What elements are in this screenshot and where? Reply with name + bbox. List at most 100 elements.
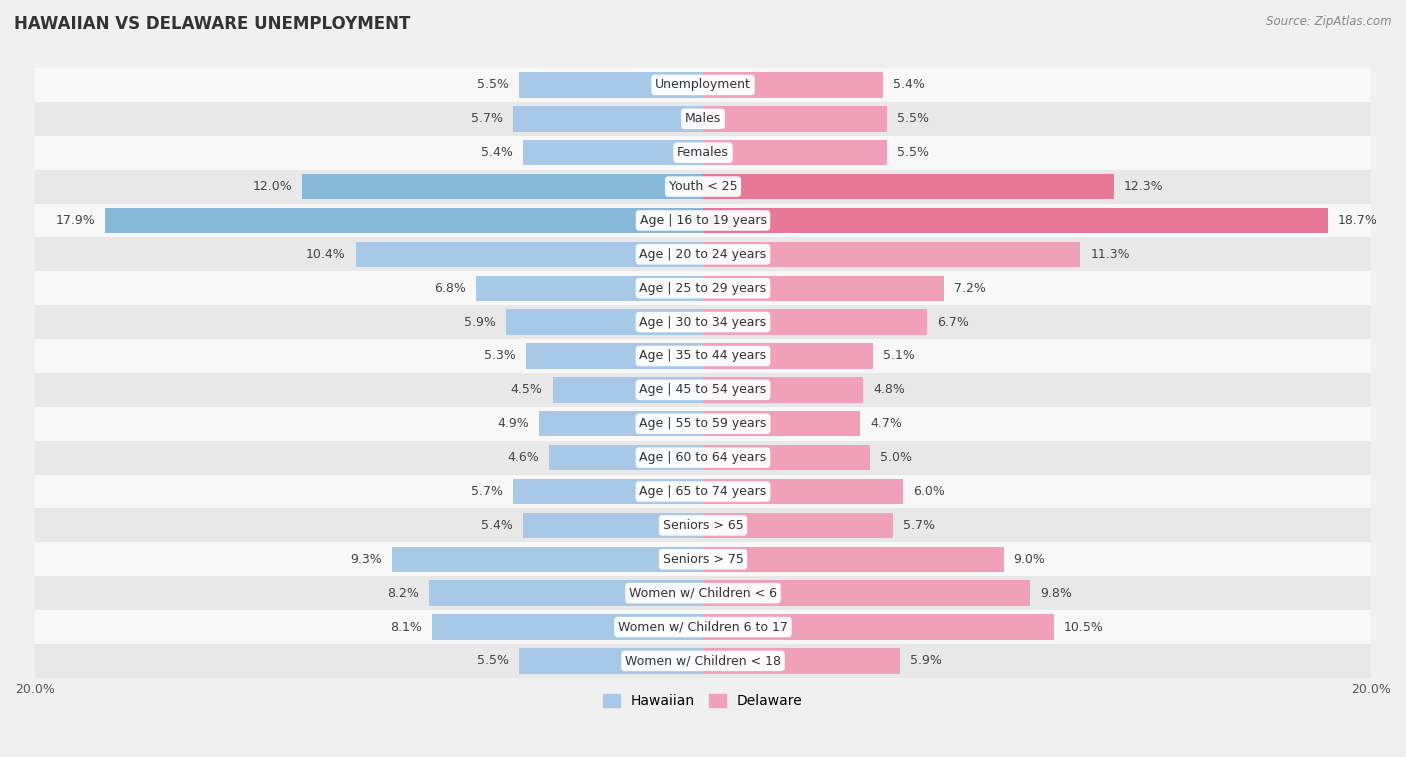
Bar <box>703 207 1327 233</box>
Bar <box>703 310 927 335</box>
Bar <box>513 479 703 504</box>
Text: Unemployment: Unemployment <box>655 79 751 92</box>
Text: 5.7%: 5.7% <box>471 485 502 498</box>
Bar <box>35 136 1371 170</box>
Bar <box>553 377 703 403</box>
Text: Females: Females <box>678 146 728 159</box>
Text: 6.7%: 6.7% <box>936 316 969 329</box>
Text: 7.2%: 7.2% <box>953 282 986 294</box>
Text: Women w/ Children < 18: Women w/ Children < 18 <box>626 654 780 668</box>
Text: Age | 25 to 29 years: Age | 25 to 29 years <box>640 282 766 294</box>
Text: Age | 65 to 74 years: Age | 65 to 74 years <box>640 485 766 498</box>
Text: 6.8%: 6.8% <box>434 282 465 294</box>
Bar <box>35 542 1371 576</box>
Bar <box>356 241 703 267</box>
Text: 5.0%: 5.0% <box>880 451 912 464</box>
Text: Age | 20 to 24 years: Age | 20 to 24 years <box>640 248 766 261</box>
Bar <box>302 174 703 199</box>
Bar <box>703 512 893 538</box>
Text: 9.3%: 9.3% <box>350 553 382 565</box>
Text: Source: ZipAtlas.com: Source: ZipAtlas.com <box>1267 15 1392 28</box>
Text: 12.0%: 12.0% <box>253 180 292 193</box>
Text: 5.7%: 5.7% <box>471 112 502 126</box>
Bar <box>523 512 703 538</box>
Text: 17.9%: 17.9% <box>55 214 96 227</box>
Bar <box>703 377 863 403</box>
Bar <box>703 174 1114 199</box>
Text: Age | 55 to 59 years: Age | 55 to 59 years <box>640 417 766 430</box>
Legend: Hawaiian, Delaware: Hawaiian, Delaware <box>598 689 808 714</box>
Bar <box>703 241 1080 267</box>
Bar <box>35 305 1371 339</box>
Text: 8.2%: 8.2% <box>387 587 419 600</box>
Bar <box>519 72 703 98</box>
Text: 8.1%: 8.1% <box>391 621 422 634</box>
Bar <box>392 547 703 572</box>
Text: Women w/ Children < 6: Women w/ Children < 6 <box>628 587 778 600</box>
Bar <box>526 343 703 369</box>
Bar <box>35 339 1371 373</box>
Bar <box>523 140 703 165</box>
Bar <box>105 207 703 233</box>
Text: 10.5%: 10.5% <box>1064 621 1104 634</box>
Bar <box>35 475 1371 509</box>
Text: Age | 60 to 64 years: Age | 60 to 64 years <box>640 451 766 464</box>
Text: 4.8%: 4.8% <box>873 383 905 397</box>
Text: 5.3%: 5.3% <box>484 350 516 363</box>
Bar <box>703 581 1031 606</box>
Text: Seniors > 65: Seniors > 65 <box>662 519 744 532</box>
Text: Youth < 25: Youth < 25 <box>669 180 737 193</box>
Text: Women w/ Children 6 to 17: Women w/ Children 6 to 17 <box>619 621 787 634</box>
Bar <box>703 445 870 470</box>
Text: Seniors > 75: Seniors > 75 <box>662 553 744 565</box>
Text: Age | 45 to 54 years: Age | 45 to 54 years <box>640 383 766 397</box>
Bar <box>35 170 1371 204</box>
Text: 5.4%: 5.4% <box>481 146 513 159</box>
Bar <box>703 140 887 165</box>
Bar <box>35 441 1371 475</box>
Bar <box>35 610 1371 644</box>
Bar <box>703 648 900 674</box>
Text: 5.5%: 5.5% <box>477 79 509 92</box>
Bar <box>35 204 1371 238</box>
Bar <box>703 276 943 301</box>
Bar <box>433 615 703 640</box>
Text: HAWAIIAN VS DELAWARE UNEMPLOYMENT: HAWAIIAN VS DELAWARE UNEMPLOYMENT <box>14 15 411 33</box>
Bar <box>35 68 1371 102</box>
Text: 4.9%: 4.9% <box>498 417 529 430</box>
Text: Age | 35 to 44 years: Age | 35 to 44 years <box>640 350 766 363</box>
Bar <box>703 106 887 132</box>
Text: 12.3%: 12.3% <box>1123 180 1164 193</box>
Text: 6.0%: 6.0% <box>914 485 945 498</box>
Bar <box>35 576 1371 610</box>
Bar <box>703 411 860 437</box>
Text: 5.5%: 5.5% <box>897 146 929 159</box>
Bar <box>703 343 873 369</box>
Text: 5.9%: 5.9% <box>910 654 942 668</box>
Bar <box>703 479 904 504</box>
Text: Males: Males <box>685 112 721 126</box>
Bar <box>35 102 1371 136</box>
Bar <box>429 581 703 606</box>
Text: 5.1%: 5.1% <box>883 350 915 363</box>
Bar <box>35 407 1371 441</box>
Bar <box>35 373 1371 407</box>
Text: Age | 16 to 19 years: Age | 16 to 19 years <box>640 214 766 227</box>
Text: 5.5%: 5.5% <box>897 112 929 126</box>
Bar <box>703 615 1053 640</box>
Text: 5.4%: 5.4% <box>893 79 925 92</box>
Bar <box>35 271 1371 305</box>
Bar <box>35 644 1371 678</box>
Text: 18.7%: 18.7% <box>1337 214 1378 227</box>
Bar <box>703 72 883 98</box>
Text: 5.9%: 5.9% <box>464 316 496 329</box>
Bar <box>550 445 703 470</box>
Bar <box>513 106 703 132</box>
Text: 9.0%: 9.0% <box>1014 553 1046 565</box>
Bar <box>519 648 703 674</box>
Bar <box>540 411 703 437</box>
Text: 5.4%: 5.4% <box>481 519 513 532</box>
Text: 9.8%: 9.8% <box>1040 587 1073 600</box>
Text: 5.5%: 5.5% <box>477 654 509 668</box>
Text: Age | 30 to 34 years: Age | 30 to 34 years <box>640 316 766 329</box>
